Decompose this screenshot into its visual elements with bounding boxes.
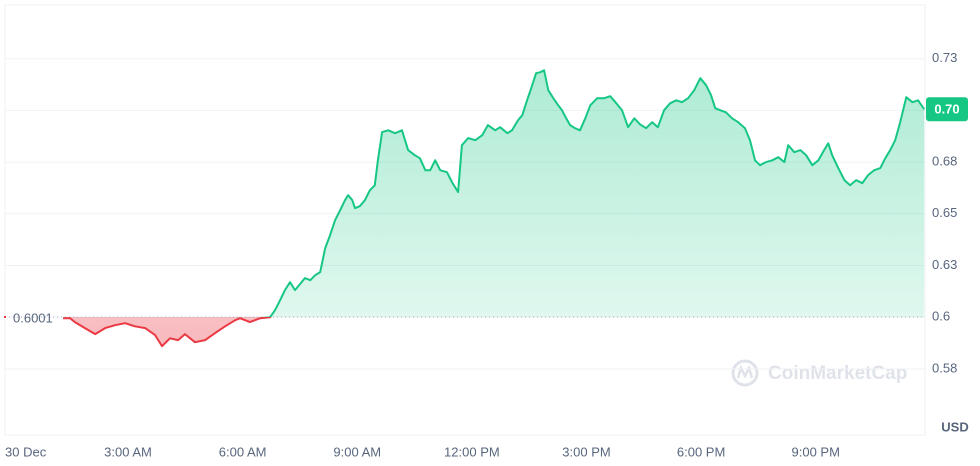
x-tick-label: 9:00 AM [333,444,381,459]
x-tick-label: 3:00 AM [104,444,152,459]
x-tick-label: 9:00 PM [792,444,840,459]
x-tick-label: 3:00 PM [562,444,610,459]
currency-label: USD [941,419,968,434]
area-down [63,316,925,347]
price-line-up [262,69,926,317]
price-badge [926,97,968,122]
y-tick-label: 0.68 [932,154,957,169]
x-tick-label: 30 Dec [5,444,47,459]
area-up [270,70,925,317]
y-tick-label: 0.58 [932,360,957,375]
y-tick-label: 0.73 [932,50,957,65]
plot-frame [4,4,926,436]
y-tick-label: 0.6 [932,309,950,324]
watermark-text: CoinMarketCap [768,363,907,384]
baseline-marker [4,315,6,318]
baseline-label: 0.6001 [13,310,53,325]
x-tick-label: 6:00 AM [219,444,267,459]
x-tick-label: 6:00 PM [677,444,725,459]
y-tick-label: 0.65 [932,205,957,220]
x-tick-label: 12:00 PM [444,444,500,459]
watermark: CoinMarketCap [731,359,907,387]
y-tick-label: 0.63 [932,257,957,272]
price-label: 0.70 [934,102,959,117]
